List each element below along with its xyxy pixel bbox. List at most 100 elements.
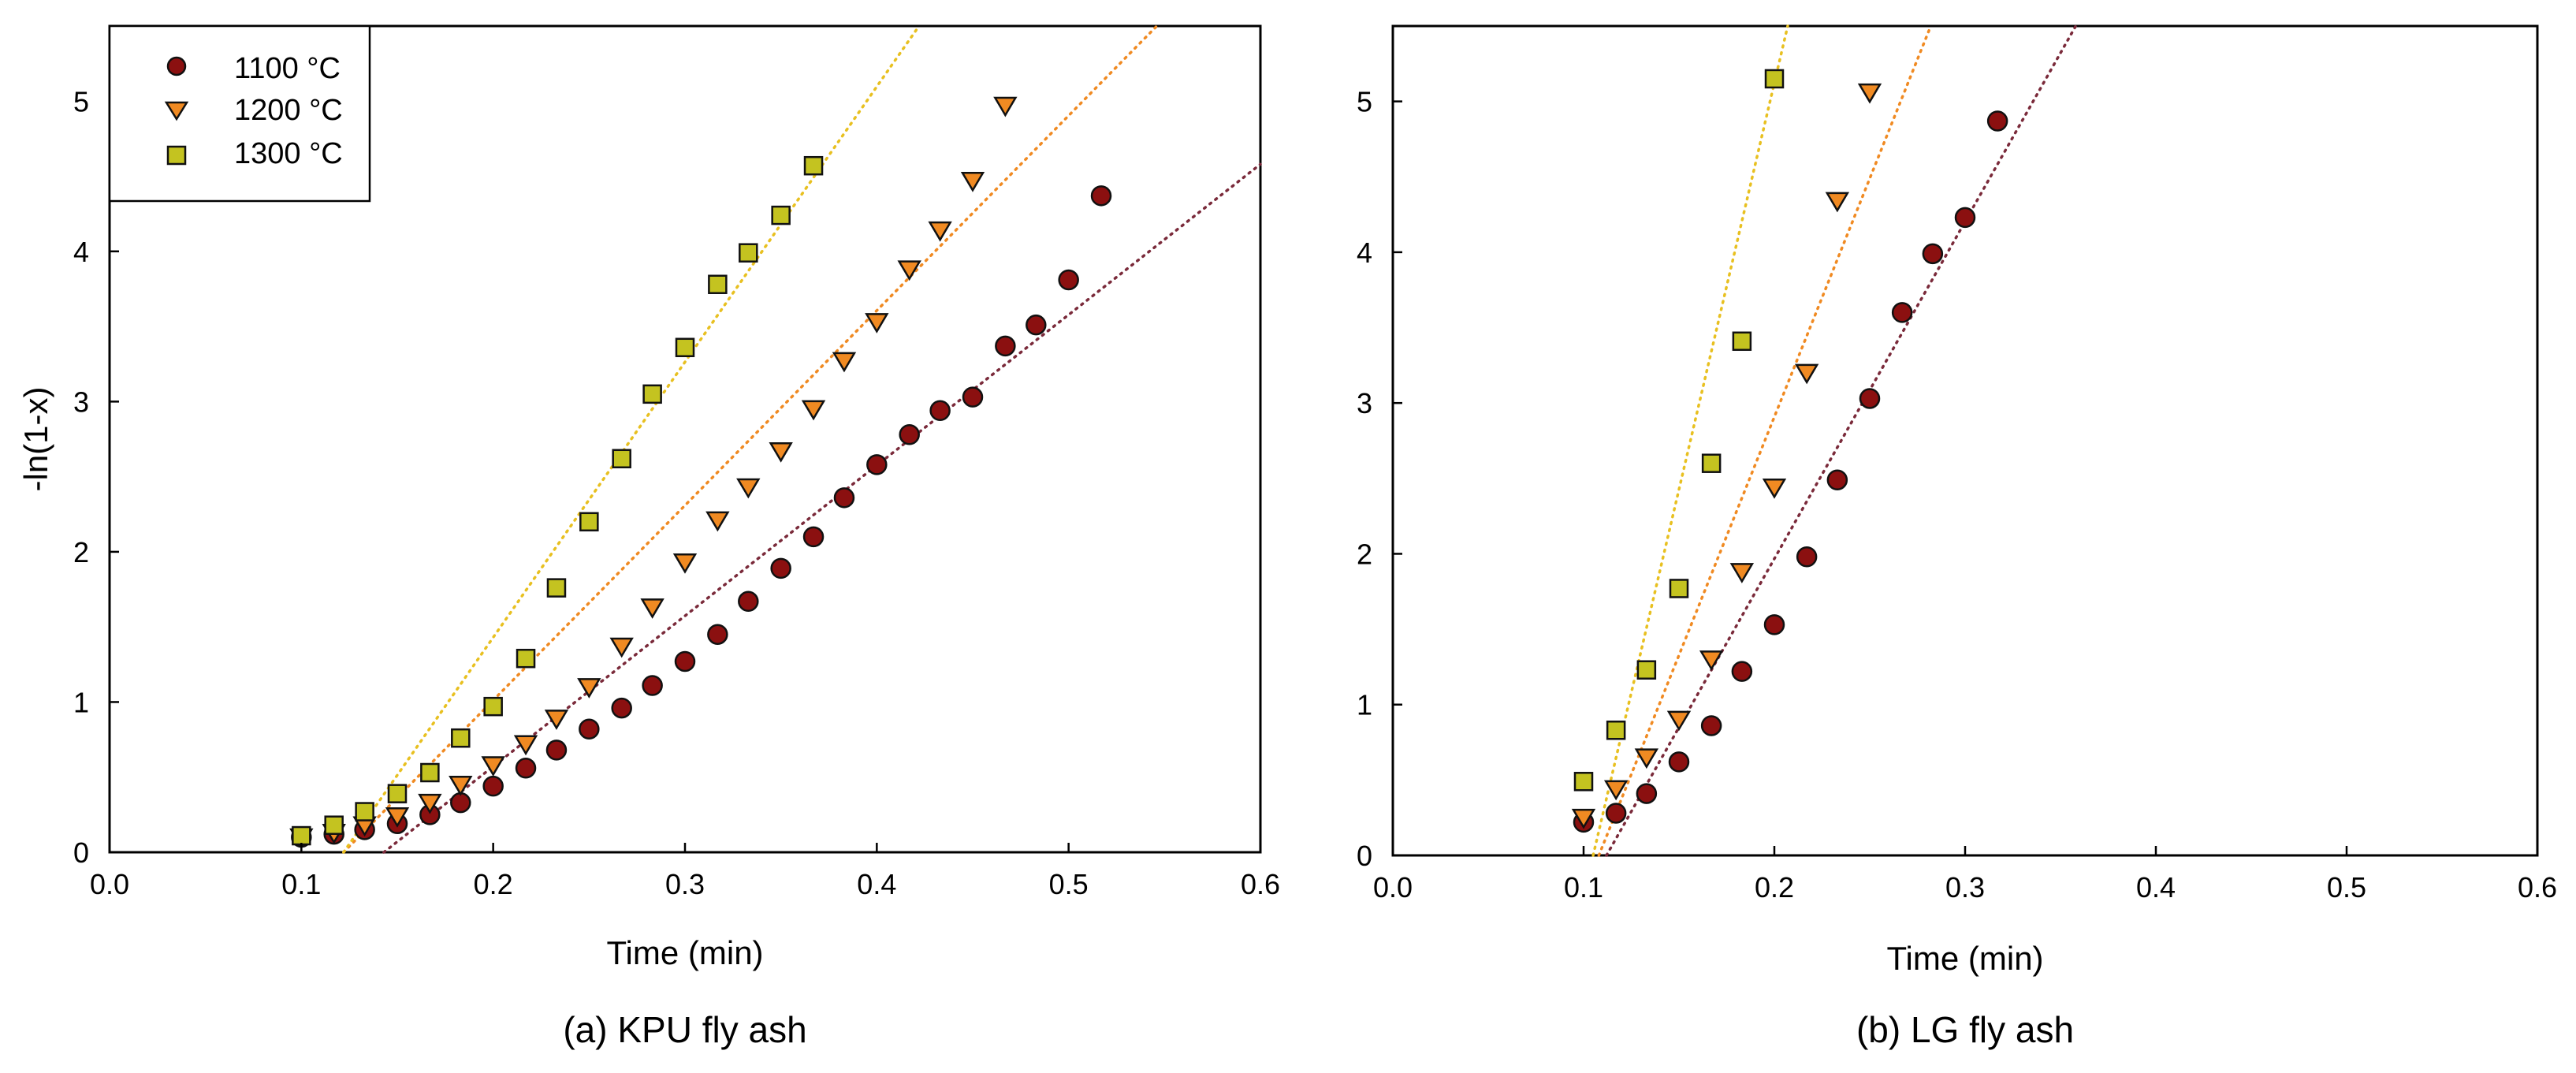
x-tick-label: 0.5 — [1049, 868, 1089, 900]
data-point — [803, 155, 824, 176]
axis-ticks: 0.0 0.1 0.2 0.3 0.4 0.5 0.6 0 1 2 3 4 5 — [1357, 86, 2557, 903]
data-point — [387, 784, 408, 803]
data-point — [675, 337, 695, 358]
data-point — [739, 243, 758, 263]
fit-lines — [1591, 24, 2078, 857]
data-point — [1764, 69, 1785, 89]
y-tick-label: 4 — [73, 236, 89, 268]
data-markers — [1571, 69, 2008, 833]
y-tick-label: 3 — [1357, 387, 1372, 419]
data-point — [513, 735, 538, 756]
data-point — [993, 96, 1018, 117]
data-point — [1763, 614, 1785, 635]
x-tick-label: 0.0 — [1373, 871, 1413, 903]
fit-line — [1597, 24, 1933, 857]
y-tick-label: 4 — [1357, 237, 1372, 269]
data-point — [1859, 388, 1881, 409]
data-point — [609, 637, 634, 658]
data-point — [481, 756, 505, 777]
data-point — [1857, 83, 1882, 104]
data-point — [579, 718, 600, 740]
data-point — [1699, 650, 1724, 671]
data-point — [612, 449, 631, 469]
data-point — [928, 221, 952, 242]
data-point — [1700, 715, 1722, 736]
y-tick-label: 2 — [73, 536, 89, 568]
data-point — [1826, 469, 1848, 490]
data-point — [1986, 110, 2008, 132]
data-point — [418, 793, 442, 814]
data-point — [1058, 269, 1079, 291]
data-point — [866, 454, 888, 475]
legend-label-1100: 1100 °C — [234, 52, 341, 85]
data-point — [611, 697, 632, 719]
data-point — [1636, 660, 1657, 680]
data-point — [546, 578, 567, 598]
data-point — [801, 400, 826, 421]
data-point — [1922, 243, 1944, 265]
x-tick-label: 0.4 — [2136, 871, 2176, 903]
x-tick-label: 0.2 — [1755, 871, 1794, 903]
data-point — [1636, 783, 1658, 804]
x-tick-label: 0.1 — [281, 868, 321, 900]
data-point — [1669, 579, 1689, 598]
plot-frame — [1391, 24, 2539, 857]
x-axis-label: Time (min) — [606, 934, 763, 971]
data-markers — [289, 96, 1112, 849]
data-point — [705, 511, 730, 532]
data-point — [770, 557, 791, 579]
data-point — [769, 441, 793, 463]
data-point — [324, 815, 344, 835]
data-point — [642, 675, 663, 696]
data-point — [1701, 453, 1722, 473]
data-point — [516, 648, 536, 669]
data-point — [962, 386, 984, 408]
data-point — [708, 274, 728, 294]
y-tick-label: 3 — [73, 386, 89, 418]
data-point — [1954, 207, 1976, 229]
data-point — [1606, 720, 1626, 740]
x-tick-label: 0.4 — [857, 868, 896, 900]
legend-marker-1300 — [166, 145, 187, 166]
data-point — [1731, 661, 1753, 682]
data-point — [577, 678, 601, 699]
data-point — [1026, 314, 1047, 336]
data-point — [897, 260, 921, 281]
data-point — [929, 400, 951, 422]
data-point — [1605, 803, 1627, 824]
chart-panel-kpu: 0.0 0.1 0.2 0.3 0.4 0.5 0.6 0 1 2 3 4 5 Time (min) -… — [17, 24, 1280, 1050]
x-tick-label: 0.3 — [665, 868, 705, 900]
legend-marker-1200 — [164, 101, 189, 121]
panel-caption: (a) KPU fly ash — [563, 1009, 806, 1050]
x-tick-label: 0.1 — [1564, 871, 1603, 903]
x-axis-label: Time (min) — [1886, 940, 2043, 977]
data-point — [449, 776, 473, 796]
y-tick-label: 0 — [73, 836, 89, 869]
data-point — [483, 696, 503, 717]
fit-line — [1605, 24, 2078, 857]
x-tick-label: 0.6 — [1241, 868, 1280, 900]
legend-box — [108, 24, 371, 203]
data-point — [1666, 710, 1692, 732]
data-point — [833, 487, 855, 509]
data-point — [1729, 563, 1755, 583]
data-point — [1571, 808, 1596, 829]
x-tick-label: 0.5 — [2327, 871, 2366, 903]
data-point — [515, 758, 537, 779]
data-point — [642, 384, 662, 404]
data-point — [802, 526, 825, 548]
data-point — [579, 512, 599, 532]
y-tick-label: 5 — [73, 85, 89, 117]
data-point — [450, 792, 471, 814]
data-point — [1603, 780, 1629, 801]
chart-panel-lg: 0.0 0.1 0.2 0.3 0.4 0.5 0.6 0 1 2 3 4 5 Time (min) (… — [1357, 24, 2557, 1050]
x-tick-label: 0.3 — [1945, 871, 1985, 903]
data-point — [899, 424, 920, 445]
data-point — [385, 807, 410, 828]
y-tick-label: 0 — [1357, 840, 1372, 872]
data-point — [707, 624, 728, 645]
data-point — [1794, 363, 1819, 385]
data-point — [1762, 479, 1787, 499]
data-point — [832, 352, 857, 373]
fit-line — [342, 24, 921, 854]
